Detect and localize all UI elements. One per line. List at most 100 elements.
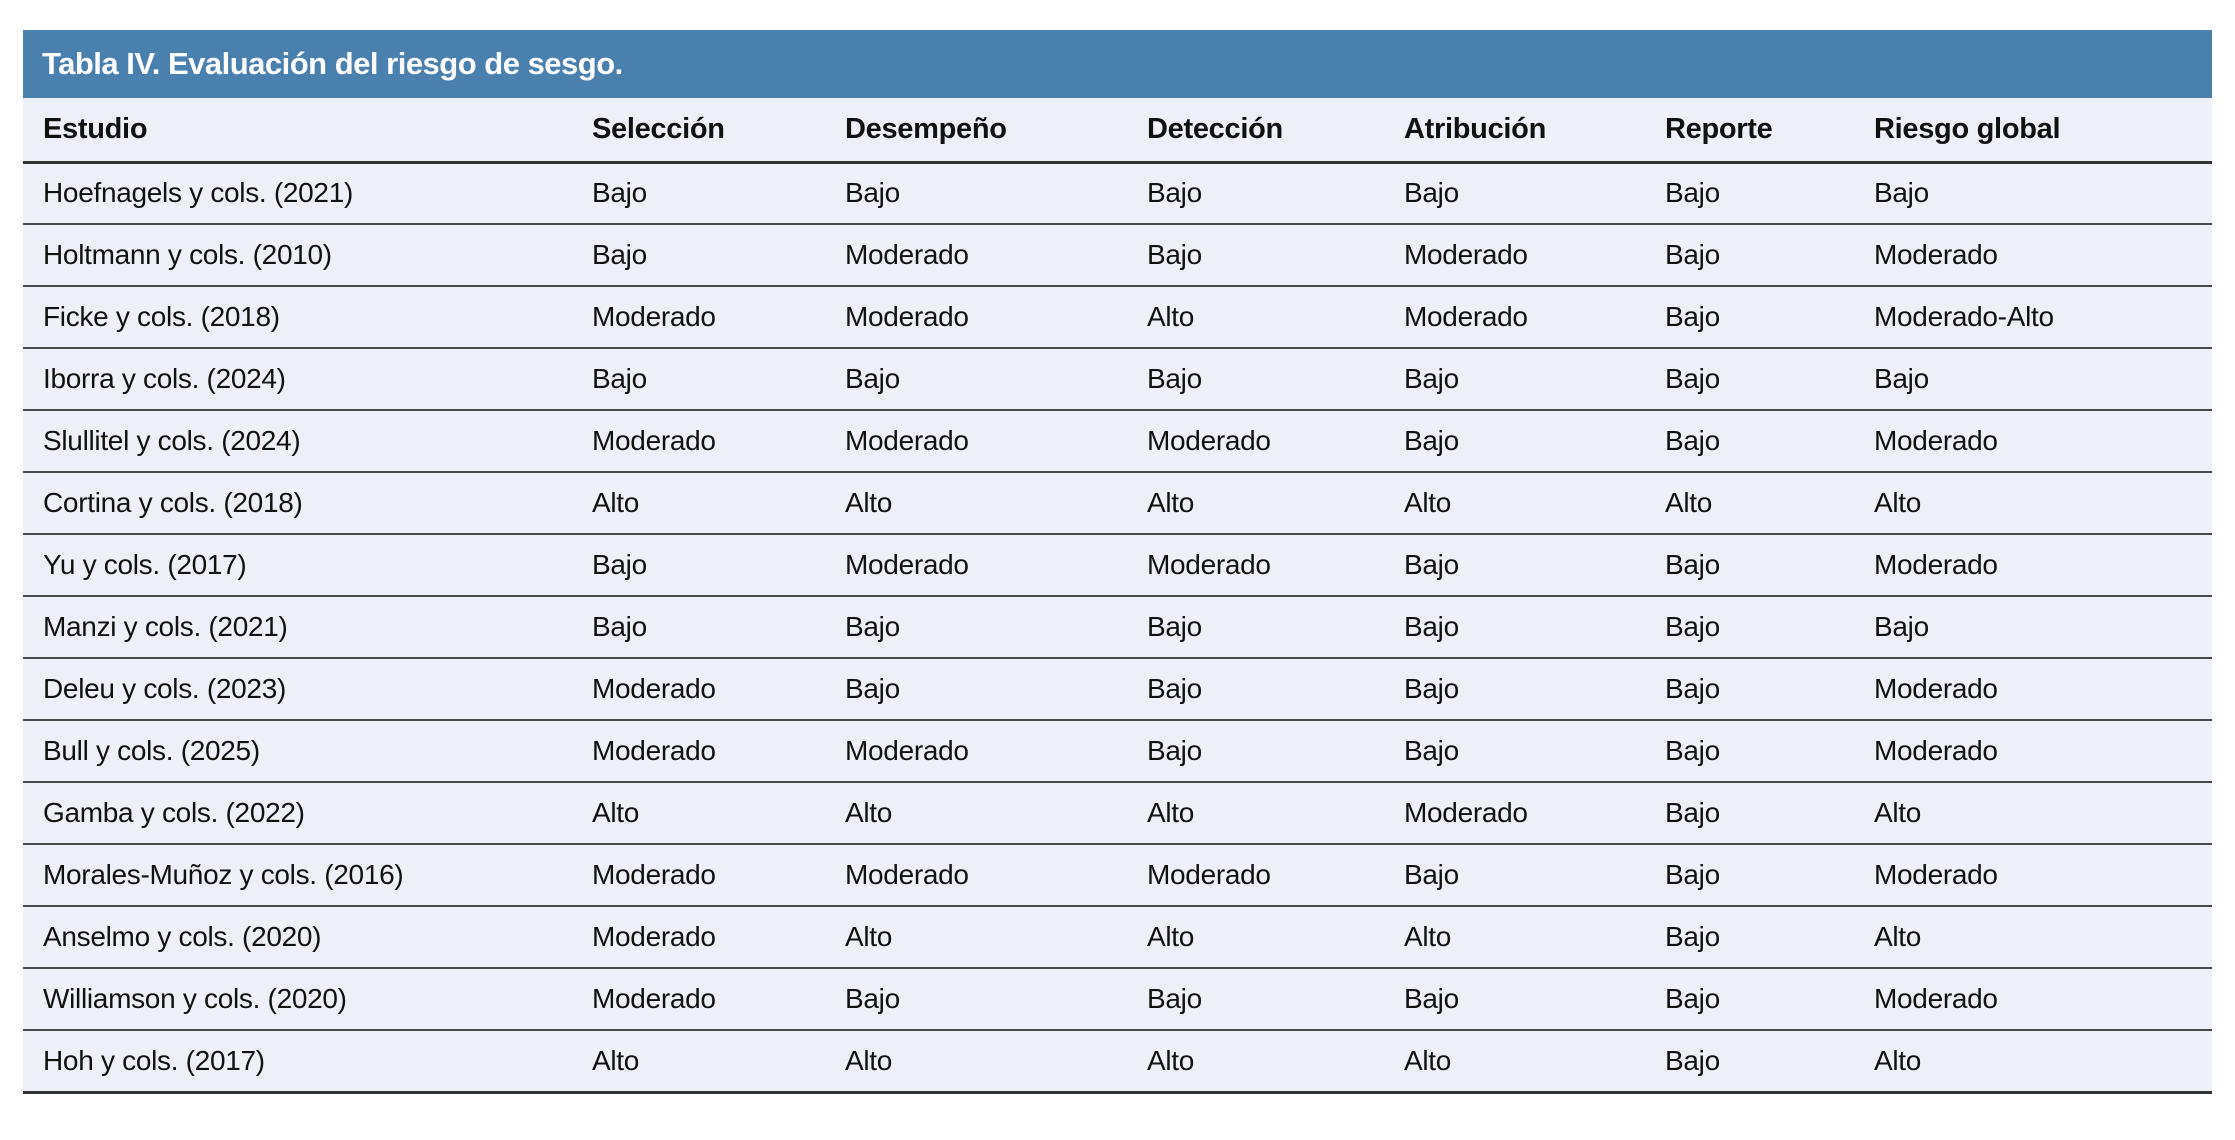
rating-cell: Moderado (1147, 534, 1404, 597)
rating-cell: Bajo (1404, 720, 1665, 783)
table-row: Slullitel y cols. (2024) Moderado Moderado… (23, 410, 2212, 473)
rating-cell: Alto (592, 472, 845, 535)
table-row: Anselmo y cols. (2020) Moderado Alto Alto Al… (23, 906, 2212, 969)
rating-cell: Bajo (1404, 410, 1665, 473)
rating-cell: Moderado (1874, 534, 2212, 597)
rating-cell: Bajo (1404, 596, 1665, 659)
rating-cell: Moderado (1404, 224, 1665, 287)
table-row: Williamson y cols. (2020) Moderado Bajo Baj… (23, 968, 2212, 1031)
rating-cell: Moderado (1404, 286, 1665, 349)
rating-cell: Bajo (1665, 348, 1874, 411)
study-cell: Manzi y cols. (2021) (23, 596, 592, 659)
rating-cell: Moderado (845, 534, 1147, 597)
rating-cell: Moderado (592, 410, 845, 473)
rating-cell: Alto (1874, 1030, 2212, 1094)
rating-cell: Moderado (1874, 720, 2212, 783)
rating-cell: Moderado (592, 968, 845, 1031)
rating-cell: Moderado (845, 224, 1147, 287)
table-row: Cortina y cols. (2018) Alto Alto Alto Alto Al… (23, 472, 2212, 535)
rating-cell: Alto (845, 1030, 1147, 1094)
table-title-bar: Tabla IV. Evaluación del riesgo de sesgo… (23, 30, 2212, 98)
study-cell: Slullitel y cols. (2024) (23, 410, 592, 473)
rating-cell: Moderado (592, 720, 845, 783)
study-cell: Holtmann y cols. (2010) (23, 224, 592, 287)
rating-cell: Bajo (1665, 906, 1874, 969)
rating-cell: Bajo (1665, 844, 1874, 907)
rating-cell: Bajo (592, 224, 845, 287)
column-header-deteccion: Detección (1147, 98, 1404, 164)
risk-of-bias-table: Estudio Selección Desempeño Detección Atribu… (23, 98, 2212, 1094)
rating-cell: Alto (845, 472, 1147, 535)
table-row: Hoh y cols. (2017) Alto Alto Alto Alto Bajo Al… (23, 1030, 2212, 1094)
rating-cell: Bajo (1404, 534, 1665, 597)
rating-cell: Moderado (592, 658, 845, 721)
rating-cell: Moderado-Alto (1874, 286, 2212, 349)
rating-cell: Bajo (1147, 348, 1404, 411)
column-header-desempeno: Desempeño (845, 98, 1147, 164)
rating-cell: Bajo (1665, 534, 1874, 597)
rating-cell: Bajo (1874, 596, 2212, 659)
rating-cell: Bajo (1665, 782, 1874, 845)
rating-cell: Alto (1147, 1030, 1404, 1094)
column-header-estudio: Estudio (23, 98, 592, 164)
rating-cell: Bajo (1404, 658, 1665, 721)
rating-cell: Bajo (1404, 844, 1665, 907)
rating-cell: Bajo (1665, 968, 1874, 1031)
rating-cell: Moderado (1874, 224, 2212, 287)
header-row: Estudio Selección Desempeño Detección Atribu… (23, 98, 2212, 164)
rating-cell: Bajo (1404, 162, 1665, 225)
rating-cell: Bajo (1874, 162, 2212, 225)
table-figure: Tabla IV. Evaluación del riesgo de sesgo… (23, 30, 2212, 1094)
study-cell: Hoh y cols. (2017) (23, 1030, 592, 1094)
rating-cell: Bajo (1665, 162, 1874, 225)
rating-cell: Bajo (1147, 720, 1404, 783)
rating-cell: Moderado (592, 286, 845, 349)
rating-cell: Alto (1147, 906, 1404, 969)
rating-cell: Bajo (592, 596, 845, 659)
rating-cell: Bajo (592, 534, 845, 597)
rating-cell: Alto (592, 1030, 845, 1094)
rating-cell: Bajo (1665, 410, 1874, 473)
table-row: Gamba y cols. (2022) Alto Alto Alto Moderado… (23, 782, 2212, 845)
table-row: Deleu y cols. (2023) Moderado Bajo Bajo Bajo… (23, 658, 2212, 721)
study-cell: Morales-Muñoz y cols. (2016) (23, 844, 592, 907)
rating-cell: Alto (1404, 472, 1665, 535)
rating-cell: Moderado (1404, 782, 1665, 845)
rating-cell: Alto (845, 906, 1147, 969)
table-title: Tabla IV. Evaluación del riesgo de sesgo… (42, 46, 623, 81)
rating-cell: Alto (1665, 472, 1874, 535)
rating-cell: Moderado (845, 844, 1147, 907)
column-header-atribucion: Atribución (1404, 98, 1665, 164)
study-cell: Williamson y cols. (2020) (23, 968, 592, 1031)
rating-cell: Moderado (1147, 410, 1404, 473)
rating-cell: Bajo (1404, 348, 1665, 411)
study-cell: Hoefnagels y cols. (2021) (23, 162, 592, 225)
rating-cell: Bajo (1874, 348, 2212, 411)
column-header-seleccion: Selección (592, 98, 845, 164)
rating-cell: Moderado (1874, 410, 2212, 473)
rating-cell: Moderado (1874, 968, 2212, 1031)
study-cell: Ficke y cols. (2018) (23, 286, 592, 349)
rating-cell: Moderado (1874, 844, 2212, 907)
rating-cell: Bajo (1665, 596, 1874, 659)
rating-cell: Bajo (1147, 162, 1404, 225)
rating-cell: Bajo (1665, 720, 1874, 783)
rating-cell: Bajo (1404, 968, 1665, 1031)
study-cell: Deleu y cols. (2023) (23, 658, 592, 721)
rating-cell: Alto (845, 782, 1147, 845)
rating-cell: Bajo (1147, 968, 1404, 1031)
rating-cell: Moderado (845, 720, 1147, 783)
rating-cell: Alto (1874, 782, 2212, 845)
rating-cell: Alto (1404, 906, 1665, 969)
rating-cell: Bajo (1665, 658, 1874, 721)
rating-cell: Bajo (845, 162, 1147, 225)
rating-cell: Alto (1874, 906, 2212, 969)
table-row: Hoefnagels y cols. (2021) Bajo Bajo Bajo Baj… (23, 162, 2212, 225)
table-row: Manzi y cols. (2021) Bajo Bajo Bajo Bajo Bajo… (23, 596, 2212, 659)
rating-cell: Bajo (845, 348, 1147, 411)
study-cell: Bull y cols. (2025) (23, 720, 592, 783)
rating-cell: Bajo (1665, 286, 1874, 349)
table-row: Bull y cols. (2025) Moderado Moderado Bajo B… (23, 720, 2212, 783)
rating-cell: Alto (1147, 782, 1404, 845)
table-row: Ficke y cols. (2018) Moderado Moderado Alto… (23, 286, 2212, 349)
